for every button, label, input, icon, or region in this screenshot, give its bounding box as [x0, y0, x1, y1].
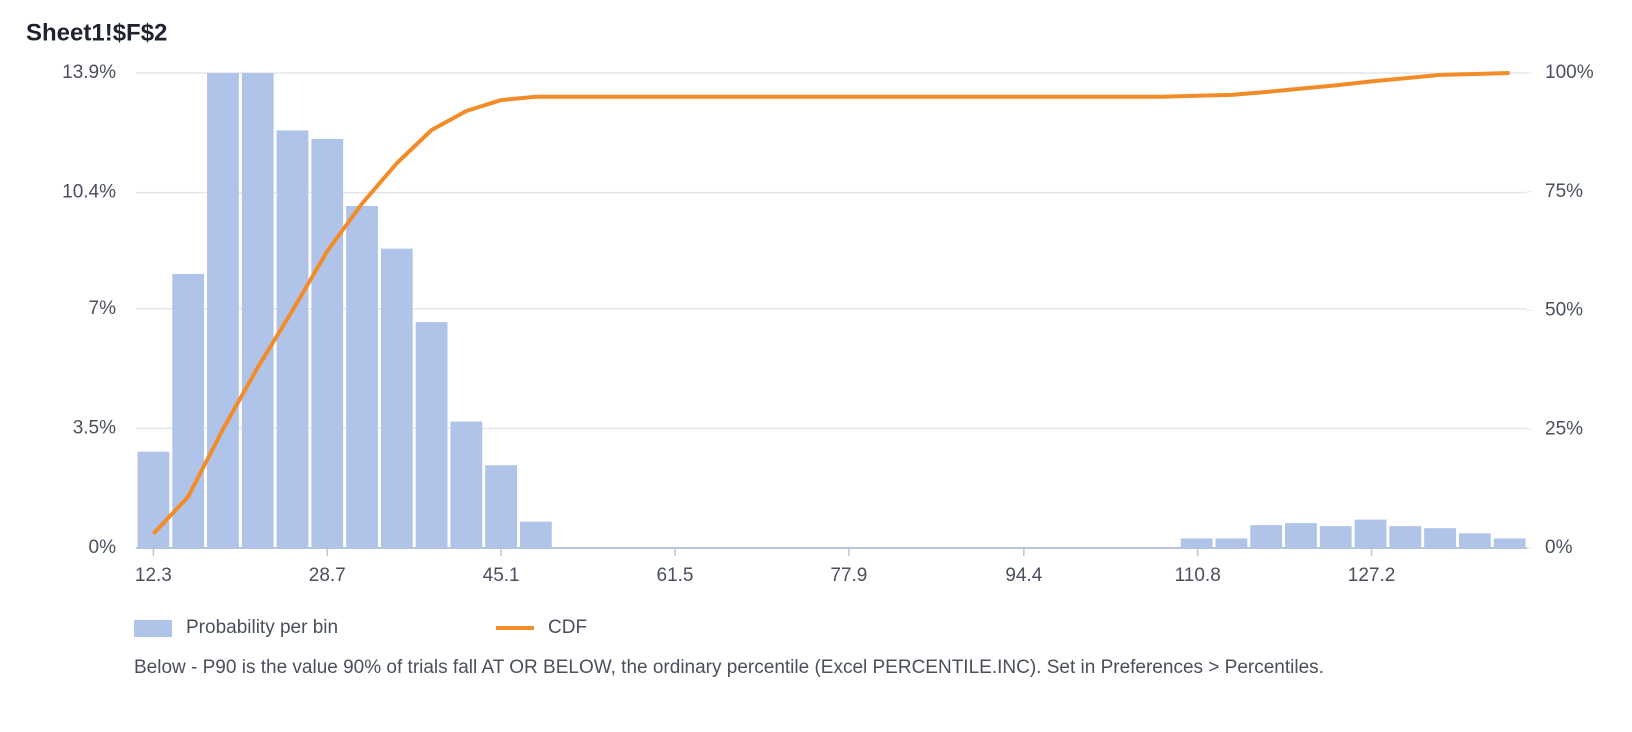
y2-tick-label: 75% — [1545, 181, 1583, 202]
bar — [1424, 528, 1456, 548]
legend-swatch — [134, 620, 172, 637]
x-tick-label: 127.2 — [1348, 565, 1396, 586]
bar — [1215, 538, 1248, 548]
y-tick-label: 7% — [89, 298, 117, 319]
y2-tick-label: 25% — [1545, 418, 1583, 439]
bar — [346, 205, 378, 549]
y-tick-label: 10.4% — [62, 182, 116, 203]
y-tick-label: 3.5% — [73, 417, 116, 438]
x-tick-label: 77.9 — [830, 565, 867, 586]
bar — [520, 521, 552, 548]
chart-title: Sheet1!$F$2 — [26, 19, 167, 46]
bar — [1493, 538, 1526, 548]
bar — [450, 421, 483, 548]
y2-tick-label: 50% — [1545, 300, 1583, 321]
bar — [1458, 533, 1491, 548]
bar — [485, 465, 518, 548]
x-tick-label: 28.7 — [309, 565, 346, 586]
chart-note: Below - P90 is the value 90% of trials f… — [134, 657, 1324, 678]
y-tick-label: 13.9% — [62, 62, 116, 83]
y-tick-label: 0% — [89, 537, 117, 558]
bar — [241, 73, 274, 548]
cdf-line — [151, 71, 1510, 536]
legend-label: CDF — [548, 617, 587, 638]
bar — [1180, 538, 1213, 548]
bar — [1389, 526, 1422, 548]
bar — [172, 273, 205, 548]
bar — [380, 248, 413, 549]
y2-tick-label: 100% — [1545, 62, 1594, 83]
y2-tick-label: 0% — [1545, 537, 1573, 558]
legend-label: Probability per bin — [186, 617, 338, 638]
bar — [207, 73, 239, 548]
bar — [1250, 525, 1283, 548]
bar — [415, 322, 448, 548]
x-tick-label: 45.1 — [483, 565, 520, 586]
bar — [1319, 526, 1352, 548]
bar — [1354, 519, 1387, 548]
bar — [276, 130, 309, 548]
bar — [1285, 523, 1317, 548]
x-tick-label: 12.3 — [135, 565, 172, 586]
x-tick-label: 110.8 — [1175, 565, 1221, 586]
x-tick-label: 61.5 — [657, 565, 694, 586]
x-tick-label: 94.4 — [1005, 565, 1042, 586]
bar — [311, 138, 344, 548]
